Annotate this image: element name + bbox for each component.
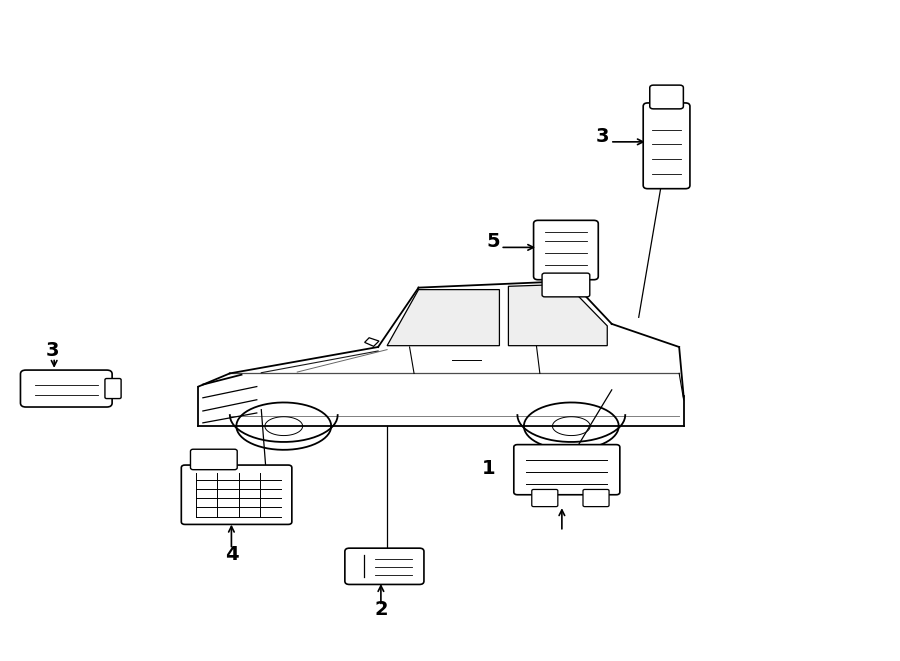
FancyBboxPatch shape xyxy=(105,379,122,399)
Polygon shape xyxy=(364,338,379,346)
Polygon shape xyxy=(387,290,500,346)
Polygon shape xyxy=(508,284,608,346)
FancyBboxPatch shape xyxy=(534,220,598,280)
Text: 2: 2 xyxy=(374,600,388,619)
FancyBboxPatch shape xyxy=(644,103,690,188)
Text: 4: 4 xyxy=(225,545,238,564)
Text: 5: 5 xyxy=(486,233,500,251)
FancyBboxPatch shape xyxy=(583,489,609,506)
FancyBboxPatch shape xyxy=(650,85,683,109)
FancyBboxPatch shape xyxy=(191,449,238,470)
FancyBboxPatch shape xyxy=(532,489,558,506)
Text: 3: 3 xyxy=(46,340,59,360)
Text: 1: 1 xyxy=(482,459,495,478)
FancyBboxPatch shape xyxy=(181,465,292,524)
Text: 3: 3 xyxy=(596,127,609,146)
FancyBboxPatch shape xyxy=(514,445,620,494)
FancyBboxPatch shape xyxy=(542,273,590,297)
FancyBboxPatch shape xyxy=(345,548,424,584)
FancyBboxPatch shape xyxy=(21,370,113,407)
